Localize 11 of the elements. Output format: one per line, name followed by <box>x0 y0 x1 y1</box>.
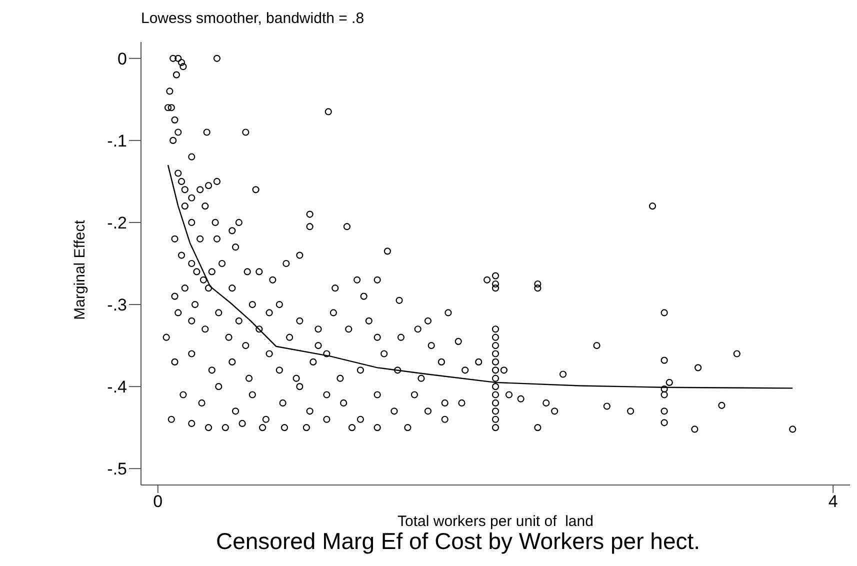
chart-subtitle: Lowess smoother, bandwidth = .8 <box>141 10 364 27</box>
y-tick-label: 0 <box>118 49 127 68</box>
text: Censored Marg Ef of Cost by Workers per hect. <box>214 528 702 555</box>
y-axis-title: Marginal Effect <box>72 220 88 320</box>
y-tick-label: -.1 <box>107 131 127 150</box>
y-tick-label: -.3 <box>107 296 127 315</box>
y-tick-label: -.5 <box>107 460 127 479</box>
x-axis-title: Total workers per unit of land <box>396 513 594 530</box>
y-tick-label: -.2 <box>107 214 127 233</box>
y-tick-label: -.4 <box>107 378 127 397</box>
x-tick-label: 4 <box>828 492 838 512</box>
